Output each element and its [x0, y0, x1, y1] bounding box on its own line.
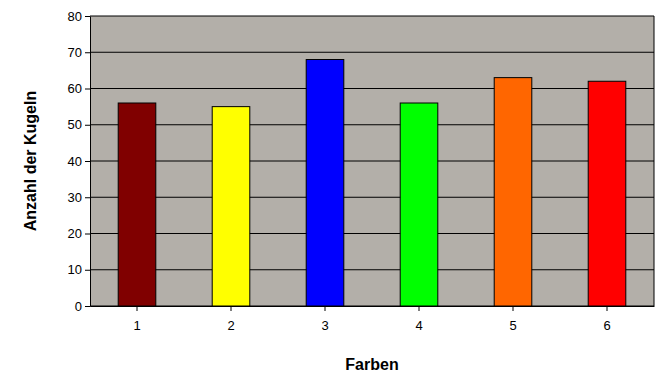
x-tick-mark	[607, 306, 608, 311]
grid-line	[90, 16, 654, 17]
y-tick-label: 70	[68, 45, 82, 60]
x-tick-mark	[325, 306, 326, 311]
y-tick-label: 80	[68, 9, 82, 24]
y-tick-label: 10	[68, 262, 82, 277]
y-tick: 40	[68, 154, 90, 169]
y-tick-label: 60	[68, 81, 82, 96]
plot-frame	[654, 16, 655, 306]
y-tick-mark	[85, 16, 90, 17]
plot-background	[90, 16, 654, 306]
grid	[90, 16, 654, 306]
y-tick: 80	[68, 9, 90, 24]
x-tick: 5	[509, 306, 516, 333]
y-tick-mark	[85, 197, 90, 198]
grid-line	[90, 88, 654, 89]
x-tick-label: 4	[415, 318, 422, 333]
bar	[588, 81, 626, 306]
bar	[400, 103, 438, 306]
bar	[306, 60, 344, 307]
y-tick-label: 0	[75, 299, 82, 314]
y-tick: 10	[68, 262, 90, 277]
grid-line	[90, 52, 654, 53]
x-tick: 1	[133, 306, 140, 333]
x-axis-title: Farben	[345, 356, 398, 373]
y-tick-mark	[85, 52, 90, 53]
x-tick-label: 5	[509, 318, 516, 333]
plot: 0 10 20 30 40 50 60 70 80 1 2 3 4 5 6	[68, 9, 655, 333]
x-tick: 4	[415, 306, 422, 333]
y-tick: 70	[68, 45, 90, 60]
x-axis-line	[91, 306, 655, 307]
y-tick: 0	[75, 299, 90, 314]
x-axis: 1 2 3 4 5 6	[91, 306, 655, 333]
grid-line	[90, 233, 654, 234]
y-tick-label: 50	[68, 117, 82, 132]
y-axis-title: Anzahl der Kugeln	[22, 91, 39, 231]
grid-line	[90, 269, 654, 270]
x-tick: 2	[227, 306, 234, 333]
y-axis-line	[90, 17, 91, 307]
grid-line	[90, 197, 654, 198]
bar	[494, 78, 532, 306]
y-tick-mark	[85, 89, 90, 90]
y-tick-mark	[85, 125, 90, 126]
bar	[212, 107, 250, 306]
x-tick-label: 1	[133, 318, 140, 333]
y-tick-mark	[85, 161, 90, 162]
y-tick: 30	[68, 190, 90, 205]
y-tick-label: 20	[68, 226, 82, 241]
y-tick-label: 40	[68, 154, 82, 169]
y-tick: 50	[68, 117, 90, 132]
y-tick-mark	[85, 234, 90, 235]
x-tick-mark	[137, 306, 138, 311]
x-tick-label: 2	[227, 318, 234, 333]
x-tick-label: 3	[321, 318, 328, 333]
y-tick: 20	[68, 226, 90, 241]
y-tick: 60	[68, 81, 90, 96]
x-tick: 3	[321, 306, 328, 333]
y-tick-label: 30	[68, 190, 82, 205]
y-axis: 0 10 20 30 40 50 60 70 80	[68, 9, 91, 314]
grid-line	[90, 124, 654, 125]
bar	[118, 103, 156, 306]
x-tick: 6	[603, 306, 610, 333]
x-tick-mark	[513, 306, 514, 311]
y-tick-mark	[85, 306, 90, 307]
y-tick-mark	[85, 270, 90, 271]
grid-line	[90, 161, 654, 162]
x-tick-mark	[231, 306, 232, 311]
x-tick-label: 6	[603, 318, 610, 333]
chart: 0 10 20 30 40 50 60 70 80 1 2 3 4 5 6 Farben Anzahl der …	[0, 0, 662, 382]
bars	[118, 60, 626, 307]
grid-line	[90, 306, 654, 307]
x-tick-mark	[419, 306, 420, 311]
